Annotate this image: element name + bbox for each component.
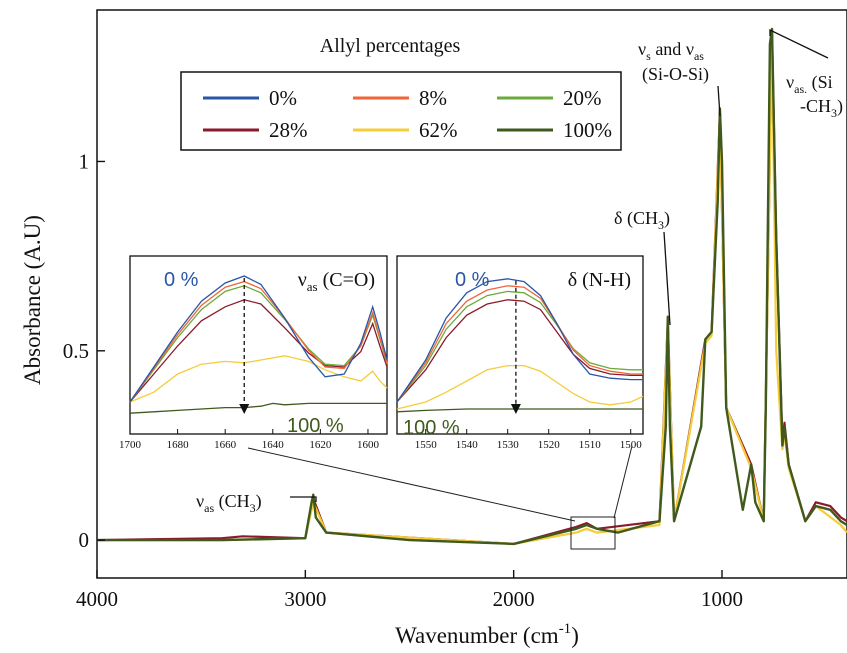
zoom-connector-right xyxy=(613,445,633,519)
inset-x-tick-label: 1700 xyxy=(119,439,142,451)
inset-series-line-28pct xyxy=(396,299,643,403)
inset-label-0pct: 0 % xyxy=(455,269,490,291)
inset-series-line-0pct xyxy=(396,278,643,403)
inset-series-line-100pct xyxy=(396,408,643,413)
annotation-si-ch3-line2: -CH3) xyxy=(800,96,843,120)
x-axis-label-close: ) xyxy=(571,623,579,648)
inset-title-rest: (N-H) xyxy=(577,269,631,291)
inset-series-line-28pct xyxy=(129,299,388,403)
main-series-group xyxy=(96,27,847,546)
inset-title: δ (N-H) xyxy=(568,269,631,291)
x-tick-label: 3000 xyxy=(284,587,326,611)
inset-series-line-0pct xyxy=(129,275,388,403)
x-axis-ticks: 4000 3000 2000 1000 xyxy=(76,570,743,611)
annotation-si-o-si: νs and νas (Si-O-Si) xyxy=(638,39,721,117)
y-tick-label: 1 xyxy=(79,149,90,173)
x-axis-label-main: Wavenumber (cm xyxy=(395,623,559,648)
annotation-si-ch3: νas. (Si -CH3) xyxy=(769,28,843,120)
inset-x-tick-label: 1660 xyxy=(214,439,237,451)
legend-label: 100% xyxy=(563,118,612,142)
inset-title-subscript: as xyxy=(307,279,318,294)
inset-label-0pct: 0 % xyxy=(164,269,199,291)
y-axis-ticks: 00.51 xyxy=(63,149,105,552)
inset-x-tick-label: 1550 xyxy=(415,439,438,451)
inset-trend-arrowhead xyxy=(510,404,521,414)
legend-label: 28% xyxy=(269,118,308,142)
annotation-si-o-si-pointer xyxy=(717,85,721,117)
inset-trend-arrowhead xyxy=(239,404,250,414)
inset-x-tick-label: 1620 xyxy=(309,439,332,451)
inset-x-tick-label: 1500 xyxy=(620,439,643,451)
legend-items: 0% 8% 20% 28% 62% 100% xyxy=(203,86,612,142)
x-axis-label: Wavenumber (cm-1) xyxy=(395,621,579,648)
inset-x-tick-label: 1680 xyxy=(167,439,190,451)
inset-label-100pct: 100 % xyxy=(403,417,460,439)
annotation-delta-ch3: δ (CH3) xyxy=(614,208,671,326)
inset-title-symbol: ν xyxy=(298,269,307,291)
inset-title-symbol: δ xyxy=(568,269,577,291)
x-tick-label: 4000 xyxy=(76,587,118,611)
inset-series-line-100pct xyxy=(129,402,387,414)
inset-title: νas (C=O) xyxy=(298,269,375,294)
annotation-delta-ch3-pointer xyxy=(663,231,671,326)
legend-label: 62% xyxy=(419,118,458,142)
annotation-si-ch3-pointer xyxy=(769,28,829,59)
x-axis-label-sup: -1 xyxy=(559,621,572,637)
zoom-connector-left xyxy=(247,447,576,522)
inset-x-tick-label: 1640 xyxy=(262,439,285,451)
inset-nh: 1550 1540 1530 1520 1510 1500 0 % 100 % δ (N-H) xyxy=(396,255,644,451)
inset-x-tick-label: 1530 xyxy=(497,439,520,451)
inset-series-line-20pct xyxy=(396,290,643,403)
annotation-vas-ch3-label: νas (CH3) xyxy=(196,491,262,515)
annotation-vas-ch3: νas (CH3) xyxy=(196,491,317,515)
plot-frame xyxy=(96,9,847,579)
x-tick-label: 2000 xyxy=(493,587,535,611)
legend-label: 0% xyxy=(269,86,297,110)
y-tick-label: 0 xyxy=(79,528,90,552)
x-tick-label: 1000 xyxy=(701,587,743,611)
legend-label: 8% xyxy=(419,86,447,110)
inset-title-rest: (C=O) xyxy=(318,269,375,291)
legend-title: Allyl percentages xyxy=(320,35,461,57)
legend-label: 20% xyxy=(563,86,602,110)
annotation-si-o-si-line2: (Si-O-Si) xyxy=(642,64,709,85)
annotation-si-o-si-line1: νs and νas xyxy=(638,39,704,63)
annotation-vas-ch3-pointer xyxy=(290,496,317,502)
zoom-region-box xyxy=(570,516,616,550)
inset-x-tick-label: 1600 xyxy=(357,439,380,451)
inset-x-tick-label: 1540 xyxy=(456,439,479,451)
inset-carbonyl: 1700 1680 1660 1640 1620 1600 0 % 100 % νas (C=O… xyxy=(119,255,388,451)
legend-box xyxy=(180,71,622,151)
y-axis-label: Absorbance (A.U) xyxy=(20,215,45,385)
series-line-100pct xyxy=(97,27,847,546)
annotation-delta-ch3-label: δ (CH3) xyxy=(614,208,670,232)
inset-series-line-62pct xyxy=(396,364,644,410)
y-tick-label: 0.5 xyxy=(63,339,89,363)
legend: Allyl percentages 0% 8% 20% 28% 62% 100% xyxy=(180,35,622,151)
inset-series-line-62pct xyxy=(129,355,388,403)
inset-x-tick-label: 1510 xyxy=(579,439,602,451)
annotation-si-ch3-line1: νas. (Si xyxy=(786,72,833,96)
inset-series-line-8pct xyxy=(396,285,643,403)
inset-x-tick-label: 1520 xyxy=(538,439,561,451)
inset-label-100pct: 100 % xyxy=(287,415,344,437)
